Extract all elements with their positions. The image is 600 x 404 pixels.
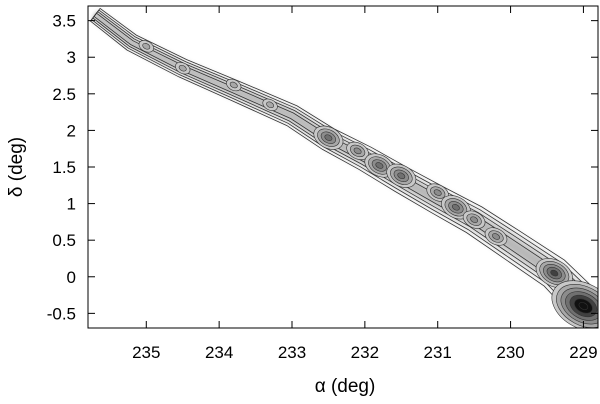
y-tick-label: 0.5 — [52, 231, 76, 250]
density-peak — [313, 125, 344, 150]
y-tick-label: 1.5 — [52, 158, 76, 177]
density-peak — [386, 163, 417, 188]
y-tick-label: 2 — [67, 121, 76, 140]
peak-contour — [375, 162, 384, 169]
x-tick-label: 233 — [278, 343, 306, 362]
peak-contour — [178, 64, 187, 72]
y-tick-label: -0.5 — [47, 304, 76, 323]
peak-contour — [397, 172, 406, 180]
contour-line-1 — [89, 7, 598, 317]
density-peak — [484, 227, 508, 246]
x-tick-label: 235 — [132, 343, 160, 362]
peak-contour — [266, 101, 275, 109]
y-axis-ticks: -0.5 0 0.5 1 1.5 2 2.5 3 3.5 — [47, 12, 598, 323]
density-peak — [262, 98, 278, 111]
density-peak — [462, 210, 486, 229]
peak-contour — [578, 302, 589, 310]
peak-contour — [451, 204, 460, 211]
x-tick-label: 229 — [569, 343, 597, 362]
peak-contour — [492, 233, 500, 240]
density-peak — [138, 40, 154, 53]
density-peak — [226, 78, 242, 92]
density-peak — [346, 141, 369, 161]
y-tick-label: 1 — [67, 195, 76, 214]
density-peak — [535, 258, 573, 289]
peak-contour — [433, 189, 442, 196]
y-tick-label: 0 — [67, 268, 76, 287]
x-axis-ticks: 235 234 233 232 231 230 229 — [132, 6, 598, 362]
x-axis-label: α (deg) — [315, 376, 376, 397]
density-peaks — [138, 40, 598, 328]
x-tick-label: 234 — [205, 343, 233, 362]
x-tick-label: 230 — [496, 343, 524, 362]
peak-contour — [550, 269, 559, 277]
y-tick-label: 3.5 — [52, 12, 76, 31]
peak-contour — [324, 134, 333, 141]
density-peak — [551, 280, 598, 328]
peak-contour — [470, 216, 479, 223]
y-tick-label: 2.5 — [52, 85, 76, 104]
peak-contour — [142, 43, 151, 50]
density-peak — [426, 183, 449, 202]
density-peak — [175, 62, 191, 75]
y-axis-label: δ (deg) — [6, 137, 27, 197]
x-tick-label: 231 — [424, 343, 452, 362]
x-tick-label: 232 — [351, 343, 379, 362]
y-tick-label: 3 — [67, 48, 76, 67]
peak-contour — [353, 147, 362, 155]
density-peak — [440, 195, 471, 220]
peak-contour — [229, 81, 238, 89]
